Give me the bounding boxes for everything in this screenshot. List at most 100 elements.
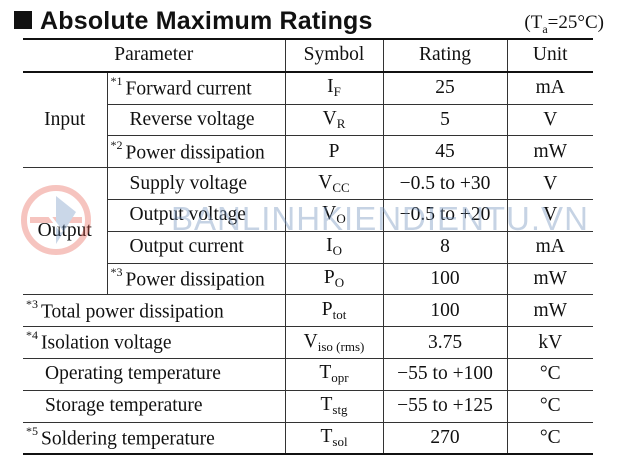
symbol-main: T — [320, 394, 333, 416]
parameter-cell: Output voltage — [107, 199, 286, 232]
rating-cell: 3.75 — [383, 326, 508, 359]
footnote-marker: *3 — [26, 296, 38, 311]
footnote-marker: *1 — [110, 73, 123, 88]
parameter-cell: *1 Forward current — [107, 71, 286, 105]
table-row: Output current IO 8 mA — [23, 231, 594, 264]
symbol-cell: IF — [285, 71, 384, 105]
unit-cell: V — [507, 167, 594, 200]
table-row: *5 Soldering temperature Tsol 270 °C — [23, 422, 594, 456]
parameter-cell: Reverse voltage — [107, 104, 286, 137]
section-title: Absolute Maximum Ratings — [40, 7, 373, 35]
symbol-main: V — [303, 330, 318, 352]
symbol-cell: VO — [285, 199, 384, 232]
parameter-name: Power dissipation — [125, 142, 265, 164]
rating-cell: −55 to +100 — [383, 358, 508, 391]
symbol-cell: Tsol — [285, 422, 384, 456]
unit-cell: °C — [507, 422, 594, 456]
rating-cell: −0.5 to +30 — [383, 167, 508, 200]
ratings-table: Parameter Symbol Rating Unit Input *1 Forw… — [23, 38, 594, 456]
unit-cell: mA — [507, 231, 594, 264]
symbol-cell: Tstg — [285, 390, 384, 423]
parameter-name: Output current — [129, 236, 244, 258]
square-bullet-icon — [14, 11, 32, 29]
rating-cell: −55 to +125 — [383, 390, 508, 423]
symbol-main: I — [327, 76, 334, 98]
symbol-cell: P — [285, 135, 384, 169]
symbol-subscript: O — [334, 274, 345, 290]
table-body: Input *1 Forward current IF 25 mA Reverse volt… — [23, 71, 594, 456]
symbol-subscript: sol — [332, 433, 348, 449]
table-row: Operating temperature Topr −55 to +100 °C — [23, 358, 594, 391]
footnote-marker: *2 — [110, 137, 123, 152]
footnote-marker: *5 — [26, 423, 38, 438]
header-parameter: Parameter — [23, 38, 286, 73]
symbol-main: T — [319, 362, 332, 384]
symbol-cell: VR — [285, 104, 384, 137]
symbol-subscript: O — [332, 243, 342, 259]
symbol-main: I — [326, 235, 333, 257]
rating-cell: 100 — [383, 294, 508, 328]
unit-cell: °C — [507, 390, 594, 423]
rating-cell: 8 — [383, 231, 508, 264]
parameter-name: Soldering temperature — [41, 428, 215, 450]
header-symbol: Symbol — [285, 38, 384, 73]
symbol-subscript: stg — [332, 402, 348, 418]
symbol-subscript: opr — [331, 370, 349, 386]
symbol-main: T — [320, 425, 333, 447]
symbol-cell: IO — [285, 231, 384, 264]
symbol-cell: Viso (rms) — [285, 326, 384, 359]
parameter-cell: Storage temperature — [23, 390, 286, 423]
parameter-cell: *2 Power dissipation — [107, 135, 286, 169]
unit-cell: kV — [507, 326, 594, 359]
symbol-main: V — [322, 203, 337, 225]
unit-cell: mW — [507, 263, 594, 296]
table-row: Reverse voltage VR 5 V — [23, 104, 594, 137]
rating-cell: 5 — [383, 104, 508, 137]
symbol-subscript: F — [333, 84, 341, 100]
table-header-row: Parameter Symbol Rating Unit — [23, 38, 594, 73]
symbol-cell: Topr — [285, 358, 384, 391]
symbol-main: V — [322, 107, 337, 129]
symbol-subscript: iso (rms) — [317, 338, 365, 354]
symbol-subscript: R — [336, 115, 346, 131]
unit-cell: V — [507, 199, 594, 232]
symbol-main: P — [321, 298, 333, 320]
rating-cell: 25 — [383, 71, 508, 105]
table-row: *4 Isolation voltage Viso (rms) 3.75 kV — [23, 326, 594, 359]
parameter-name: Supply voltage — [129, 172, 248, 194]
unit-cell: mW — [507, 135, 594, 169]
table-row: Output Supply voltage VCC −0.5 to +30 V — [23, 167, 594, 296]
header-rating: Rating — [383, 38, 508, 73]
symbol-main: P — [328, 140, 340, 162]
parameter-cell: Output current — [107, 231, 286, 264]
rating-cell: −0.5 to +20 — [383, 199, 508, 232]
unit-cell: mW — [507, 294, 594, 328]
parameter-name: Isolation voltage — [41, 332, 172, 354]
symbol-main: V — [318, 171, 333, 193]
rating-cell: 270 — [383, 422, 508, 456]
table-row: Input *1 Forward current IF 25 mA — [23, 71, 594, 169]
header-unit: Unit — [507, 38, 594, 73]
table-row: *3 Total power dissipation Ptot 100 mW — [23, 294, 594, 328]
table-row: *3 Power dissipation PO 100 mW — [23, 263, 594, 296]
symbol-subscript: CC — [332, 179, 350, 195]
footnote-marker: *4 — [26, 328, 38, 343]
section-header: Absolute Maximum Ratings (Ta=25°C) — [14, 6, 604, 36]
symbol-subscript: tot — [332, 306, 347, 322]
parameter-cell: *3 Power dissipation — [107, 263, 286, 296]
parameter-cell: Operating temperature — [23, 358, 286, 391]
parameter-name: Output voltage — [129, 204, 246, 226]
parameter-name: Operating temperature — [45, 363, 221, 385]
group-label-input: Input — [23, 71, 108, 169]
parameter-name: Total power dissipation — [41, 301, 224, 323]
group-label-output: Output — [23, 167, 108, 296]
symbol-subscript: O — [336, 211, 346, 227]
parameter-cell: Supply voltage — [107, 167, 286, 200]
symbol-main: P — [323, 266, 335, 288]
unit-cell: V — [507, 104, 594, 137]
parameter-name: Power dissipation — [125, 269, 265, 291]
parameter-name: Storage temperature — [45, 395, 203, 417]
parameter-name: Forward current — [125, 78, 252, 100]
symbol-cell: Ptot — [285, 294, 384, 328]
unit-cell: °C — [507, 358, 594, 391]
